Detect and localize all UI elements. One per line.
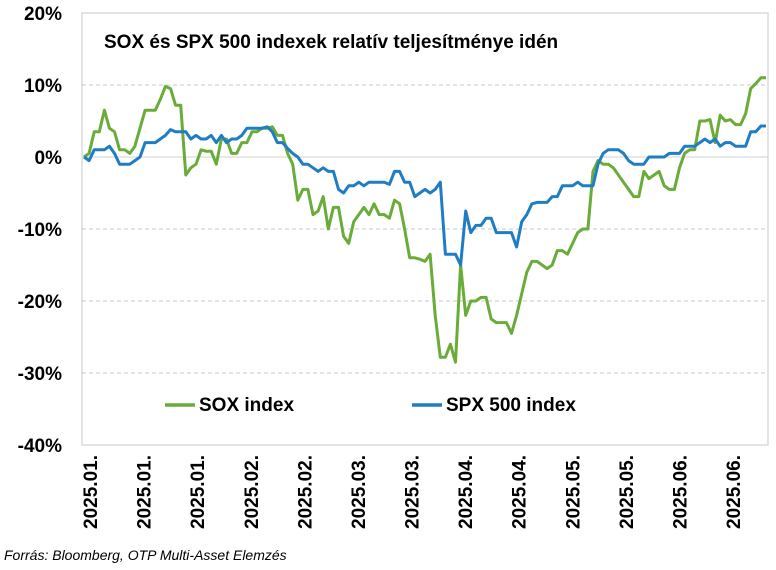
x-tick-label: 2025.03. <box>349 455 370 529</box>
series-line-spx <box>83 124 766 267</box>
legend-label-sox: SOX index <box>199 395 294 416</box>
y-tick-label: -40% <box>18 436 62 457</box>
y-tick-label: 10% <box>24 76 62 97</box>
x-axis-ticks: 2025.01. 2025.01. 2025.01. 2025.02. 2025.02.… <box>81 455 745 529</box>
x-tick-label: 2025.02. <box>295 455 316 529</box>
x-tick-label: 2025.05. <box>563 455 584 529</box>
y-tick-label: 20% <box>24 4 62 25</box>
x-tick-label: 2025.06. <box>670 455 691 529</box>
legend-label-spx: SPX 500 index <box>446 395 576 416</box>
x-tick-label: 2025.04. <box>456 455 477 529</box>
x-tick-label: 2025.05. <box>617 455 638 529</box>
y-tick-label: -10% <box>18 220 62 241</box>
y-axis-ticks: 20% 10% 0% -10% -20% -30% -40% <box>18 4 62 457</box>
x-tick-label: 2025.02. <box>242 455 263 529</box>
x-tick-label: 2025.01. <box>188 455 209 529</box>
x-tick-label: 2025.03. <box>403 455 424 529</box>
x-tick-label: 2025.01. <box>81 455 102 529</box>
series-line-sox <box>83 76 766 364</box>
legend: SOX index SPX 500 index <box>165 395 576 416</box>
x-tick-label: 2025.06. <box>724 455 745 529</box>
y-tick-label: -30% <box>18 364 62 385</box>
x-tick-label: 2025.01. <box>135 455 156 529</box>
source-note: Forrás: Bloomberg, OTP Multi-Asset Elemz… <box>4 547 287 563</box>
y-tick-label: -20% <box>18 292 62 313</box>
series-lines <box>83 76 766 364</box>
chart-title: SOX és SPX 500 indexek relatív teljesítm… <box>104 32 558 53</box>
x-tick-label: 2025.04. <box>510 455 531 529</box>
y-tick-label: 0% <box>35 148 63 169</box>
